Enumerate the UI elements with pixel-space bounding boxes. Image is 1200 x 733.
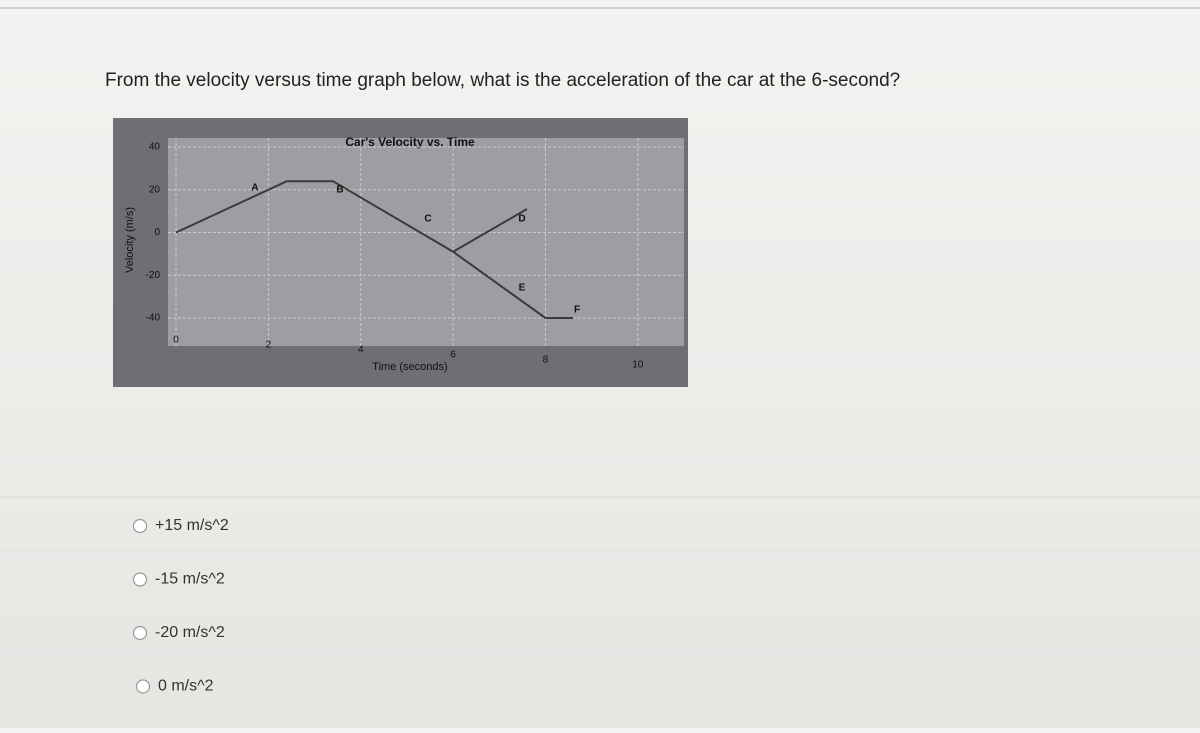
x-tick-label: 2 — [266, 340, 272, 351]
radio-button[interactable] — [132, 572, 148, 587]
y-tick-label: 20 — [149, 184, 161, 195]
point-label: B — [336, 185, 343, 196]
x-tick-label: 6 — [450, 350, 456, 361]
point-label: E — [519, 283, 526, 294]
option-text[interactable]: -20 m/s^2 — [155, 624, 225, 641]
plot-area — [168, 138, 684, 346]
y-tick-label: 40 — [149, 142, 161, 153]
x-tick-label: 10 — [632, 360, 644, 371]
radio-button[interactable] — [132, 518, 148, 534]
y-axis-label: Velocity (m/s) — [124, 207, 136, 273]
x-tick-label: 0 — [173, 335, 179, 346]
option-text[interactable]: -15 m/s^2 — [155, 571, 225, 588]
radio-button[interactable] — [135, 679, 151, 694]
chart-title: Car's Velocity vs. Time — [345, 135, 475, 149]
x-tick-label: 8 — [543, 355, 549, 366]
point-label: D — [518, 214, 525, 225]
point-label: C — [424, 214, 431, 225]
option-text[interactable]: +15 m/s^2 — [155, 517, 229, 534]
x-tick-label: 4 — [358, 345, 364, 356]
y-tick-label: -40 — [146, 313, 161, 324]
velocity-line — [175, 180, 574, 319]
question: From the velocity versus time graph belo… — [105, 70, 900, 91]
option-text[interactable]: 0 m/s^2 — [158, 678, 214, 695]
point-label: F — [574, 305, 580, 316]
velocity-line — [452, 208, 528, 253]
y-tick-label: -20 — [146, 270, 161, 281]
radio-button[interactable] — [132, 625, 148, 641]
point-label: A — [251, 183, 258, 194]
y-tick-label: 0 — [154, 227, 160, 238]
x-axis-label: Time (seconds) — [372, 361, 447, 373]
